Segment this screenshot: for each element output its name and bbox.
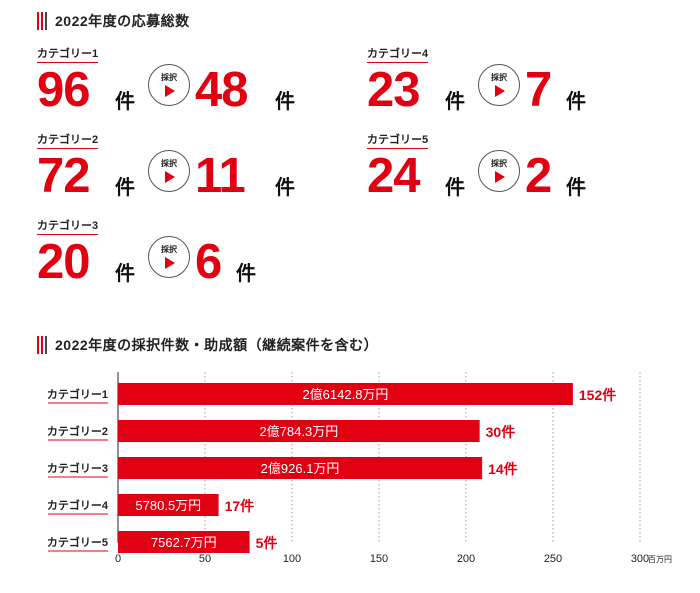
adopted-badge: 採択 xyxy=(148,150,190,192)
section1-header: 2022年度の応募総数 xyxy=(37,11,190,31)
applied-unit: 件 xyxy=(445,177,465,199)
applied-count: 24 xyxy=(367,149,421,203)
applied-unit: 件 xyxy=(115,177,135,199)
count-label: 30件 xyxy=(486,424,516,440)
bar-value-label: 5780.5万円 xyxy=(135,498,201,513)
badge-label: 採択 xyxy=(161,73,177,82)
category-label: カテゴリー4 xyxy=(367,45,429,63)
bar xyxy=(118,531,250,553)
x-tick-label: 0 xyxy=(115,553,121,565)
section-marker-icon xyxy=(37,336,47,354)
x-tick-label: 200 xyxy=(457,553,475,565)
section2-header: 2022年度の採択件数・助成額（継続案件を含む） xyxy=(37,335,378,355)
bar xyxy=(118,420,480,442)
x-tick-label: 250 xyxy=(544,553,562,565)
category-block-5: カテゴリー5 24 件 採択 2 件 xyxy=(367,131,667,201)
play-arrow-icon xyxy=(165,85,175,97)
adopted-badge: 採択 xyxy=(478,64,520,106)
category-label: カテゴリー5 xyxy=(367,131,429,149)
category-block-4: カテゴリー4 23 件 採択 7 件 xyxy=(367,45,667,115)
play-arrow-icon xyxy=(495,85,505,97)
adopted-badge: 採択 xyxy=(148,236,190,278)
adopted-badge: 採択 xyxy=(148,64,190,106)
x-tick-label: 300 xyxy=(631,553,649,565)
applied-count: 96 xyxy=(37,63,91,117)
adopted-unit: 件 xyxy=(275,177,295,199)
adopted-count: 48 xyxy=(195,63,249,117)
adopted-unit: 件 xyxy=(566,91,586,113)
count-label: 152件 xyxy=(579,387,616,403)
category-label: カテゴリー3 xyxy=(37,217,99,235)
adopted-count: 7 xyxy=(525,63,552,117)
category-label: カテゴリー1 xyxy=(47,387,108,401)
applied-unit: 件 xyxy=(445,91,465,113)
x-tick-label: 100 xyxy=(283,553,301,565)
count-label: 5件 xyxy=(256,535,278,551)
badge-label: 採択 xyxy=(161,245,177,254)
play-arrow-icon xyxy=(495,171,505,183)
bar xyxy=(118,383,573,405)
adopted-count: 6 xyxy=(195,235,222,289)
applied-count: 23 xyxy=(367,63,421,117)
category-label: カテゴリー5 xyxy=(47,535,108,549)
applied-unit: 件 xyxy=(115,263,135,285)
applied-count: 20 xyxy=(37,235,91,289)
category-label: カテゴリー4 xyxy=(47,498,109,512)
section-marker-icon xyxy=(37,12,47,30)
x-unit-label: 百万円 xyxy=(648,555,672,564)
badge-label: 採択 xyxy=(491,159,507,168)
applied-count: 72 xyxy=(37,149,91,203)
bar xyxy=(118,494,219,516)
adopted-unit: 件 xyxy=(566,177,586,199)
adopted-count: 2 xyxy=(525,149,552,203)
x-tick-label: 50 xyxy=(199,553,211,565)
count-label: 17件 xyxy=(225,498,255,514)
section1-title: 2022年度の応募総数 xyxy=(55,13,190,29)
bar-value-label: 7562.7万円 xyxy=(151,535,217,550)
count-label: 14件 xyxy=(488,461,518,477)
badge-label: 採択 xyxy=(161,159,177,168)
category-block-1: カテゴリー1 96 件 採択 48 件 xyxy=(37,45,337,115)
badge-label: 採択 xyxy=(491,73,507,82)
category-label: カテゴリー3 xyxy=(47,461,108,475)
section2-title: 2022年度の採択件数・助成額（継続案件を含む） xyxy=(55,337,379,353)
adopted-unit: 件 xyxy=(275,91,295,113)
applied-unit: 件 xyxy=(115,91,135,113)
bar-value-label: 2億784.3万円 xyxy=(259,424,338,439)
bar-value-label: 2億926.1万円 xyxy=(261,461,340,476)
x-tick-label: 150 xyxy=(370,553,388,565)
category-block-3: カテゴリー3 20 件 採択 6 件 xyxy=(37,217,337,287)
category-label: カテゴリー2 xyxy=(47,424,108,438)
bar-value-label: 2億6142.8万円 xyxy=(302,387,388,402)
adopted-badge: 採択 xyxy=(478,150,520,192)
bar xyxy=(118,457,483,479)
adopted-unit: 件 xyxy=(236,263,256,285)
play-arrow-icon xyxy=(165,171,175,183)
play-arrow-icon xyxy=(165,257,175,269)
category-label: カテゴリー1 xyxy=(37,45,99,63)
category-block-2: カテゴリー2 72 件 採択 11 件 xyxy=(37,131,337,201)
adopted-count: 11 xyxy=(195,149,246,203)
category-label: カテゴリー2 xyxy=(37,131,99,149)
